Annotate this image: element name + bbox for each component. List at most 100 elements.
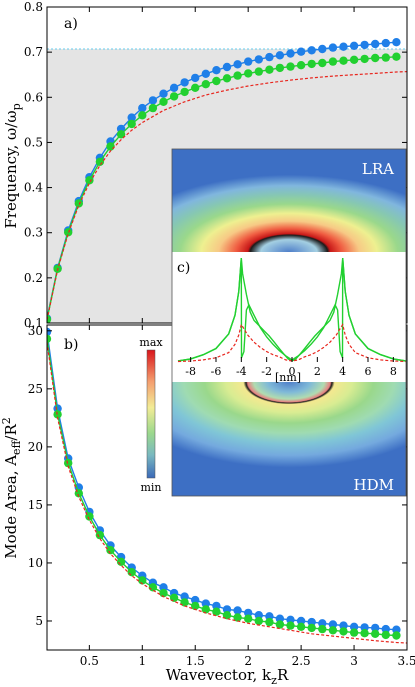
panel-a-ytick-label: 0.4 (24, 181, 43, 195)
panel-b-label: b) (64, 337, 78, 353)
panel-a-series-1-point (339, 56, 348, 65)
panel-b-series-0-point (47, 327, 52, 337)
panel-a-series-0-point (233, 60, 242, 69)
panel-b-series-1-line (47, 338, 397, 637)
panel-a-series-2-line (47, 71, 407, 320)
panel-a-series (47, 38, 407, 323)
panel-b-series-1-point (63, 458, 73, 468)
inset-bottom-label: HDM (354, 476, 394, 494)
panel-a-series-1-point (148, 103, 158, 113)
panel-a-series-0-point (201, 69, 210, 79)
panel-a-series-0-point (265, 52, 274, 62)
panel-a-series-1-point (159, 97, 168, 107)
panel-b-series-1-point (127, 568, 136, 577)
panel-b-series-1-point (318, 624, 327, 634)
panel-a-series-1-point (349, 55, 359, 64)
inset: LRA HDM -8 -6 -4 -2 0 2 4 6 8 c) [nm] (171, 148, 407, 497)
panel-a-series-0-point (275, 51, 285, 60)
panel-c-label: c) (177, 260, 190, 276)
panel-a-series-0-point (159, 89, 168, 98)
panel-a-series-0-point (169, 83, 179, 93)
panel-a-ytick-label: 0.6 (24, 90, 43, 104)
panel-b-series-1-point (296, 622, 306, 631)
colorbar-min-label: min (140, 481, 161, 494)
inset-bottom-field (172, 382, 406, 496)
panel-a-series-1-point (254, 67, 263, 76)
panel-a-label: a) (64, 16, 78, 32)
panel-b-series-0-point (392, 625, 401, 634)
panel-a-series-0-point (254, 55, 263, 64)
panel-c-xtick-label: -6 (211, 365, 222, 378)
panel-b-series-1-point (191, 601, 200, 611)
panel-a-series-1-point (233, 71, 242, 80)
panel-a-series-0-point (296, 47, 306, 56)
panel-b-xtick-label: 0.5 (80, 654, 99, 668)
panel-a-series-1-point (95, 157, 105, 166)
panel-a-series-1-point (275, 63, 285, 73)
panel-b-series-0-point (286, 615, 295, 624)
panel-a-series-0-point (360, 40, 369, 50)
panel-b-series-0-point (265, 612, 274, 621)
panel-b-xtick-label: 1.5 (186, 654, 205, 668)
panel-b-series-1-point (307, 623, 316, 633)
panel-b-series-1-point (95, 530, 105, 540)
panel-a-series-0-point (127, 113, 136, 122)
panel-b-series-0-point (328, 620, 338, 629)
panel-b-series-0-point (296, 616, 306, 626)
panel-b-series-0-point (212, 601, 221, 611)
inset-top-field (172, 149, 406, 252)
panel-a-series-0-point (286, 49, 295, 58)
panel-a-series-0-point (148, 96, 158, 105)
panel-a-series-1-point (106, 142, 115, 151)
panel-a-series-1-point (244, 69, 253, 78)
panel-a-series-0-point (381, 38, 390, 48)
panel-b-series-0-point (371, 623, 380, 633)
colorbar-gradient (146, 349, 156, 479)
panel-b-series-0-point (254, 611, 263, 620)
panel-a-series-0-point (244, 57, 253, 66)
panel-b-series-0-point (222, 605, 232, 614)
panel-a-ytick-label: 0.8 (24, 0, 43, 14)
panel-b-xtick-label: 3 (350, 654, 358, 668)
panel-a-series-1-point (180, 87, 189, 97)
panel-a-ytick-label: 0.5 (24, 135, 43, 149)
panel-b-series-0-point (381, 624, 390, 634)
panel-c-xtick-label: -2 (261, 365, 272, 378)
panel-b-series-0-point (201, 599, 210, 608)
panel-b-series-1-point (349, 628, 359, 637)
panel-b-series-0-point (339, 621, 348, 630)
panel-a-series-1-point (222, 74, 232, 83)
panel-b-series-1-point (286, 621, 295, 630)
panel-a-series-0-point (180, 78, 189, 87)
panel-a-series-1-point (85, 176, 94, 185)
panel-a-series-1-point (360, 54, 369, 64)
panel-a-series-0-point (222, 62, 232, 72)
panel-a-series-1-line (47, 56, 397, 320)
panel-b-series-0-point (233, 606, 242, 615)
panel-b-series-1-point (201, 605, 210, 614)
panel-b-series (47, 327, 407, 644)
colorbar-max-label: max (139, 336, 163, 349)
panel-b-xtick-label: 2.5 (292, 654, 311, 668)
panel-b-series-1-point (148, 583, 158, 592)
panel-a-ticks: 0.1 0.2 0.3 0.4 0.5 0.6 0.7 0.8 (24, 0, 408, 330)
panel-b-series-1-point (265, 617, 274, 627)
panel-a-series-1-point (138, 111, 147, 120)
panel-a-ytick-label: 0.3 (24, 226, 43, 240)
panel-a-ytick-label: 0.1 (24, 316, 43, 330)
panel-b-ytick-label: 25 (28, 382, 43, 396)
inset-top-label: LRA (362, 160, 394, 178)
panel-a-series-1-point (127, 119, 136, 129)
panel-c-xtick-label: -4 (236, 365, 247, 378)
panel-a-series-1-point (116, 130, 126, 139)
panel-a-series-1-point (296, 60, 306, 70)
panel-a-series-1-point (169, 92, 179, 101)
panel-b-series-0-point (275, 614, 285, 623)
inset-frame (171, 148, 407, 497)
panel-a-series-0-point (318, 44, 327, 54)
panel-a-series-1-point (191, 83, 200, 93)
panel-c-background (172, 252, 406, 382)
panel-b-ytick-label: 5 (35, 614, 43, 628)
